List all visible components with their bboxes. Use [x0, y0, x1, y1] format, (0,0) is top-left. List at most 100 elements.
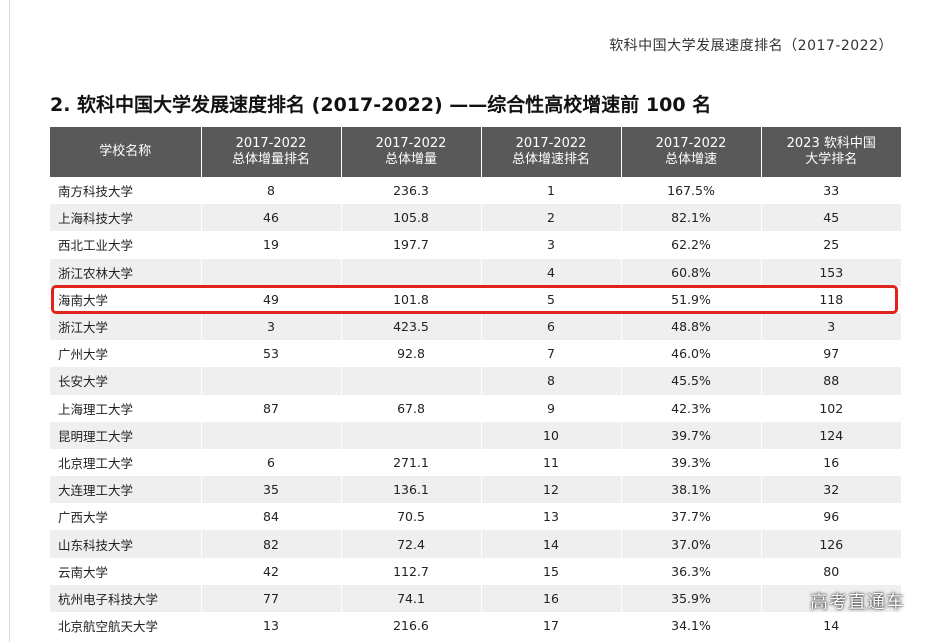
cell-increment-rank: 84 [201, 503, 342, 531]
cell-2023-rank: 118 [761, 285, 901, 313]
cell-increment-rank: 49 [201, 285, 342, 313]
cell-increment: 105.8 [341, 204, 482, 232]
cell-growth-rate: 36.3% [621, 557, 762, 585]
table-row: 南方科技大学 8 236.3 1 167.5% 33 [50, 177, 901, 205]
cell-growth-rank: 10 [481, 421, 622, 449]
cell-school-name: 上海科技大学 [50, 204, 202, 232]
table-row: 杭州电子科技大学 77 74.1 16 35.9% [50, 584, 901, 612]
cell-growth-rate: 39.3% [621, 448, 762, 477]
header-growth-rate: 2017-2022 总体增速 [621, 127, 762, 177]
table-row: 北京航空航天大学 13 216.6 17 34.1% 14 [50, 612, 901, 640]
page-left-rule [9, 0, 10, 642]
cell-increment-rank: 82 [201, 530, 342, 558]
cell-increment-rank: 35 [201, 476, 342, 504]
cell-increment-rank: 46 [201, 204, 342, 232]
cell-school-name: 北京航空航天大学 [50, 612, 202, 640]
cell-increment-rank: 42 [201, 557, 342, 585]
running-header: 软科中国大学发展速度排名（2017-2022） [609, 38, 893, 54]
cell-increment [341, 258, 482, 286]
cell-growth-rate: 39.7% [621, 421, 762, 449]
cell-school-name: 云南大学 [50, 557, 202, 585]
cell-increment [341, 367, 482, 395]
cell-2023-rank: 45 [761, 204, 901, 232]
header-line: 总体增量排名 [231, 152, 310, 167]
cell-school-name: 西北工业大学 [50, 231, 202, 259]
cell-increment: 136.1 [341, 476, 482, 504]
cell-increment [341, 421, 482, 449]
header-2023-ranking: 2023 软科中国 大学排名 [761, 127, 901, 177]
table-row: 山东科技大学 82 72.4 14 37.0% 126 [50, 530, 901, 558]
cell-increment: 72.4 [341, 530, 482, 558]
cell-school-name: 昆明理工大学 [50, 421, 202, 449]
cell-growth-rank: 12 [481, 476, 622, 504]
cell-increment-rank: 53 [201, 340, 342, 368]
cell-growth-rate: 34.1% [621, 612, 762, 640]
cell-growth-rate: 60.8% [621, 258, 762, 286]
cell-growth-rank: 11 [481, 448, 622, 477]
cell-2023-rank [761, 584, 901, 612]
cell-school-name: 大连理工大学 [50, 476, 202, 504]
cell-2023-rank: 153 [761, 258, 901, 286]
header-line: 总体增速排名 [511, 152, 590, 167]
header-line: 学校名称 [99, 144, 152, 159]
table-row: 上海理工大学 87 67.8 9 42.3% 102 [50, 394, 901, 422]
cell-growth-rank: 3 [481, 231, 622, 259]
ranking-table: 学校名称 2017-2022 总体增量排名 2017-2022 总体增量 201… [50, 127, 901, 640]
header-line: 2017-2022 [235, 136, 307, 151]
header-line: 总体增量 [384, 152, 437, 167]
header-line: 总体增速 [664, 152, 717, 167]
section-title: 2. 软科中国大学发展速度排名 (2017-2022) ——综合性高校增速前 1… [50, 94, 712, 116]
cell-school-name: 广州大学 [50, 340, 202, 368]
watermark: 高考直通车 [810, 592, 905, 613]
cell-2023-rank: 97 [761, 340, 901, 368]
cell-growth-rank: 14 [481, 530, 622, 558]
cell-2023-rank: 16 [761, 448, 901, 477]
cell-growth-rank: 17 [481, 612, 622, 640]
cell-increment: 271.1 [341, 448, 482, 477]
table-row: 广西大学 84 70.5 13 37.7% 96 [50, 503, 901, 531]
cell-growth-rate: 37.7% [621, 503, 762, 531]
header-growth-rate-rank: 2017-2022 总体增速排名 [481, 127, 622, 177]
cell-2023-rank: 96 [761, 503, 901, 531]
cell-growth-rate: 45.5% [621, 367, 762, 395]
table-row: 上海科技大学 46 105.8 2 82.1% 45 [50, 204, 901, 232]
cell-growth-rank: 6 [481, 312, 622, 341]
cell-2023-rank: 124 [761, 421, 901, 449]
table-header-row: 学校名称 2017-2022 总体增量排名 2017-2022 总体增量 201… [50, 127, 901, 177]
cell-growth-rate: 48.8% [621, 312, 762, 341]
cell-growth-rank: 16 [481, 584, 622, 612]
cell-growth-rank: 7 [481, 340, 622, 368]
table-row: 长安大学 8 45.5% 88 [50, 367, 901, 395]
cell-2023-rank: 33 [761, 177, 901, 205]
cell-school-name: 海南大学 [50, 285, 202, 313]
cell-growth-rate: 38.1% [621, 476, 762, 504]
cell-increment-rank [201, 421, 342, 449]
table-row: 西北工业大学 19 197.7 3 62.2% 25 [50, 231, 901, 259]
cell-school-name: 山东科技大学 [50, 530, 202, 558]
cell-increment-rank: 8 [201, 177, 342, 205]
cell-growth-rank: 2 [481, 204, 622, 232]
header-line: 大学排名 [805, 152, 858, 167]
cell-growth-rate: 82.1% [621, 204, 762, 232]
cell-growth-rate: 42.3% [621, 394, 762, 422]
cell-growth-rate: 51.9% [621, 285, 762, 313]
cell-growth-rank: 5 [481, 285, 622, 313]
cell-increment: 423.5 [341, 312, 482, 341]
table-row-highlighted: 海南大学 49 101.8 5 51.9% 118 [50, 285, 901, 313]
cell-increment-rank: 19 [201, 231, 342, 259]
cell-2023-rank: 126 [761, 530, 901, 558]
header-school-name: 学校名称 [50, 127, 202, 177]
table-row: 浙江农林大学 4 60.8% 153 [50, 258, 901, 286]
cell-2023-rank: 14 [761, 612, 901, 640]
table-row: 北京理工大学 6 271.1 11 39.3% 16 [50, 448, 901, 477]
cell-increment-rank: 3 [201, 312, 342, 341]
cell-growth-rate: 62.2% [621, 231, 762, 259]
cell-increment-rank: 77 [201, 584, 342, 612]
table-row: 云南大学 42 112.7 15 36.3% 80 [50, 557, 901, 585]
header-total-increment: 2017-2022 总体增量 [341, 127, 482, 177]
cell-increment-rank: 13 [201, 612, 342, 640]
cell-growth-rate: 46.0% [621, 340, 762, 368]
cell-growth-rate: 37.0% [621, 530, 762, 558]
cell-school-name: 长安大学 [50, 367, 202, 395]
table-row: 昆明理工大学 10 39.7% 124 [50, 421, 901, 449]
